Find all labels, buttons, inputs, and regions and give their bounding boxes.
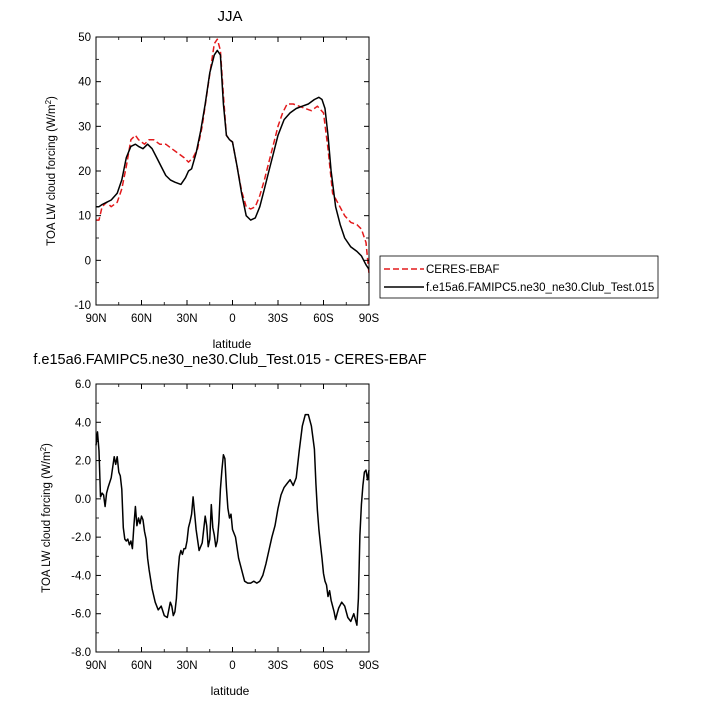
chart-title: JJA	[217, 8, 242, 25]
y-tick-label: -2.0	[71, 532, 91, 544]
series-group	[95, 413, 370, 626]
y-axis-label-close: )	[46, 96, 58, 100]
x-axis: 90N 60N 30N 0 30S 60S 90S	[85, 384, 380, 672]
y-tick-label: -6.0	[71, 609, 91, 621]
y-tick-label: -10	[74, 300, 91, 312]
y-tick-label: 40	[78, 77, 91, 89]
y-axis-label-close: )	[41, 443, 53, 447]
y-axis-label-superscript: 2	[39, 446, 48, 451]
legend: CERES-EBAF f.e15a6.FAMIPC5.ne30_ne30.Clu…	[379, 255, 659, 299]
y-tick-label: 0.0	[75, 494, 91, 506]
x-tick-label: 60S	[313, 660, 334, 672]
x-tick-label: 30S	[268, 313, 289, 325]
y-axis-label: TOA LW cloud forcing (W/m2)	[44, 96, 58, 246]
series-line-difference	[95, 413, 370, 626]
x-axis: 90N 60N 30N 0 30S 60S 90S	[85, 37, 380, 325]
legend-box	[379, 255, 659, 299]
x-tick-label: 60N	[131, 660, 152, 672]
chart-title: f.e15a6.FAMIPC5.ne30_ne30.Club_Test.015 …	[33, 352, 426, 368]
y-tick-label: 20	[78, 166, 91, 178]
x-tick-label: 30N	[176, 660, 197, 672]
legend-label-model: f.e15a6.FAMIPC5.ne30_ne30.Club_Test.015	[426, 282, 654, 294]
x-tick-label: 0	[229, 660, 235, 672]
y-tick-label: -4.0	[71, 570, 91, 582]
series-line-f-e15a6-famipc5-ne30-ne30-club-test-015	[96, 49, 370, 270]
y-tick-label: 2.0	[75, 456, 91, 468]
x-tick-label: 90N	[85, 660, 106, 672]
x-tick-label: 60S	[313, 313, 334, 325]
y-axis-label: TOA LW cloud forcing (W/m2)	[39, 443, 53, 593]
x-axis-label: latitude	[213, 337, 252, 351]
panel-bottom: f.e15a6.FAMIPC5.ne30_ne30.Club_Test.015 …	[33, 352, 426, 698]
y-axis-label-main: TOA LW cloud forcing (W/m	[41, 451, 53, 592]
x-tick-label: 90N	[85, 313, 106, 325]
y-tick-label: 10	[78, 211, 91, 223]
x-tick-label: 60N	[131, 313, 152, 325]
y-axis: -10 0 10 20 30 40 50	[74, 32, 369, 312]
series-line-ceres-ebaf	[96, 38, 370, 274]
panel-top: JJA -10 0 10 20 30 40 50 90N 60N 30N 0 30S 60S 90S l…	[44, 8, 659, 351]
x-tick-label: 90S	[359, 313, 380, 325]
series-group	[96, 38, 370, 274]
plot-frame	[95, 36, 370, 306]
x-axis-label: latitude	[211, 684, 250, 698]
y-tick-label: -8.0	[71, 647, 91, 659]
x-tick-label: 90S	[359, 660, 380, 672]
y-axis-label-superscript: 2	[44, 99, 53, 104]
x-tick-label: 30N	[176, 313, 197, 325]
y-axis: -8.0 -6.0 -4.0 -2.0 0.0 2.0 4.0 6.0	[71, 379, 369, 659]
y-tick-label: 4.0	[75, 417, 91, 429]
y-axis-label-main: TOA LW cloud forcing (W/m	[46, 104, 58, 245]
x-tick-label: 0	[229, 313, 235, 325]
y-tick-label: 50	[78, 32, 91, 44]
y-tick-label: 30	[78, 121, 91, 133]
y-tick-label: 0	[85, 255, 91, 267]
legend-label-ceres: CERES-EBAF	[426, 264, 500, 276]
x-tick-label: 30S	[268, 660, 289, 672]
y-tick-label: 6.0	[75, 379, 91, 391]
